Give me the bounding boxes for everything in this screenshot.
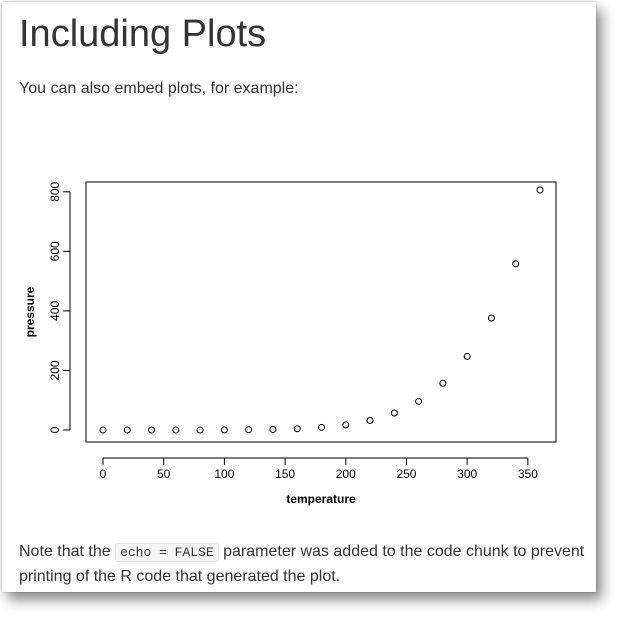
x-tick-label: 200 <box>336 467 356 481</box>
data-point <box>439 379 447 387</box>
x-tick-label: 0 <box>100 467 107 481</box>
x-tick-label: 50 <box>157 467 171 481</box>
data-points <box>99 186 544 434</box>
data-point <box>512 260 520 268</box>
y-axis-label: pressure <box>23 286 37 337</box>
plot-frame <box>85 181 557 443</box>
data-point <box>487 314 495 322</box>
x-axis-label: temperature <box>286 492 356 506</box>
data-point <box>172 426 180 434</box>
x-tick-label: 300 <box>457 467 477 481</box>
y-tick-label: 0 <box>48 426 62 433</box>
note-text-end: parameter was added to the code chunk to… <box>19 543 585 585</box>
data-point <box>342 421 350 429</box>
section-heading: Including Plots <box>19 13 267 55</box>
note-paragraph: Note that the echo = FALSE parameter was… <box>19 540 589 589</box>
document-card <box>2 2 596 592</box>
data-point <box>196 426 204 434</box>
x-tick-label: 150 <box>275 467 295 481</box>
y-tick-label: 600 <box>48 241 62 261</box>
x-tick-label: 100 <box>214 467 234 481</box>
data-point <box>463 352 471 360</box>
echo-false-code: echo = FALSE <box>115 543 219 562</box>
x-tick-label: 250 <box>396 467 416 481</box>
intro-text: You can also embed plots, for example: <box>19 80 299 97</box>
data-point <box>269 425 277 433</box>
data-point <box>245 426 253 434</box>
data-point <box>366 416 374 424</box>
y-tick-label: 200 <box>48 360 62 380</box>
data-point <box>293 425 301 433</box>
y-tick-label: 400 <box>48 301 62 321</box>
y-axis: 0 200 400 600 800 <box>48 181 71 433</box>
data-point <box>390 409 398 417</box>
x-axis: 0 50 100 150 200 250 300 350 <box>100 457 538 481</box>
data-point <box>415 397 423 405</box>
data-point <box>99 426 107 434</box>
pressure-scatter-plot: 0 50 100 150 200 250 300 350 0 200 400 600 800 temp… <box>23 181 557 506</box>
data-point <box>123 426 131 434</box>
x-tick-label: 350 <box>518 467 538 481</box>
data-point <box>318 423 325 431</box>
data-point <box>536 186 544 194</box>
note-text-start: Note that the <box>19 543 116 560</box>
data-point <box>148 426 156 434</box>
y-tick-label: 800 <box>48 181 62 201</box>
data-point <box>220 426 228 434</box>
